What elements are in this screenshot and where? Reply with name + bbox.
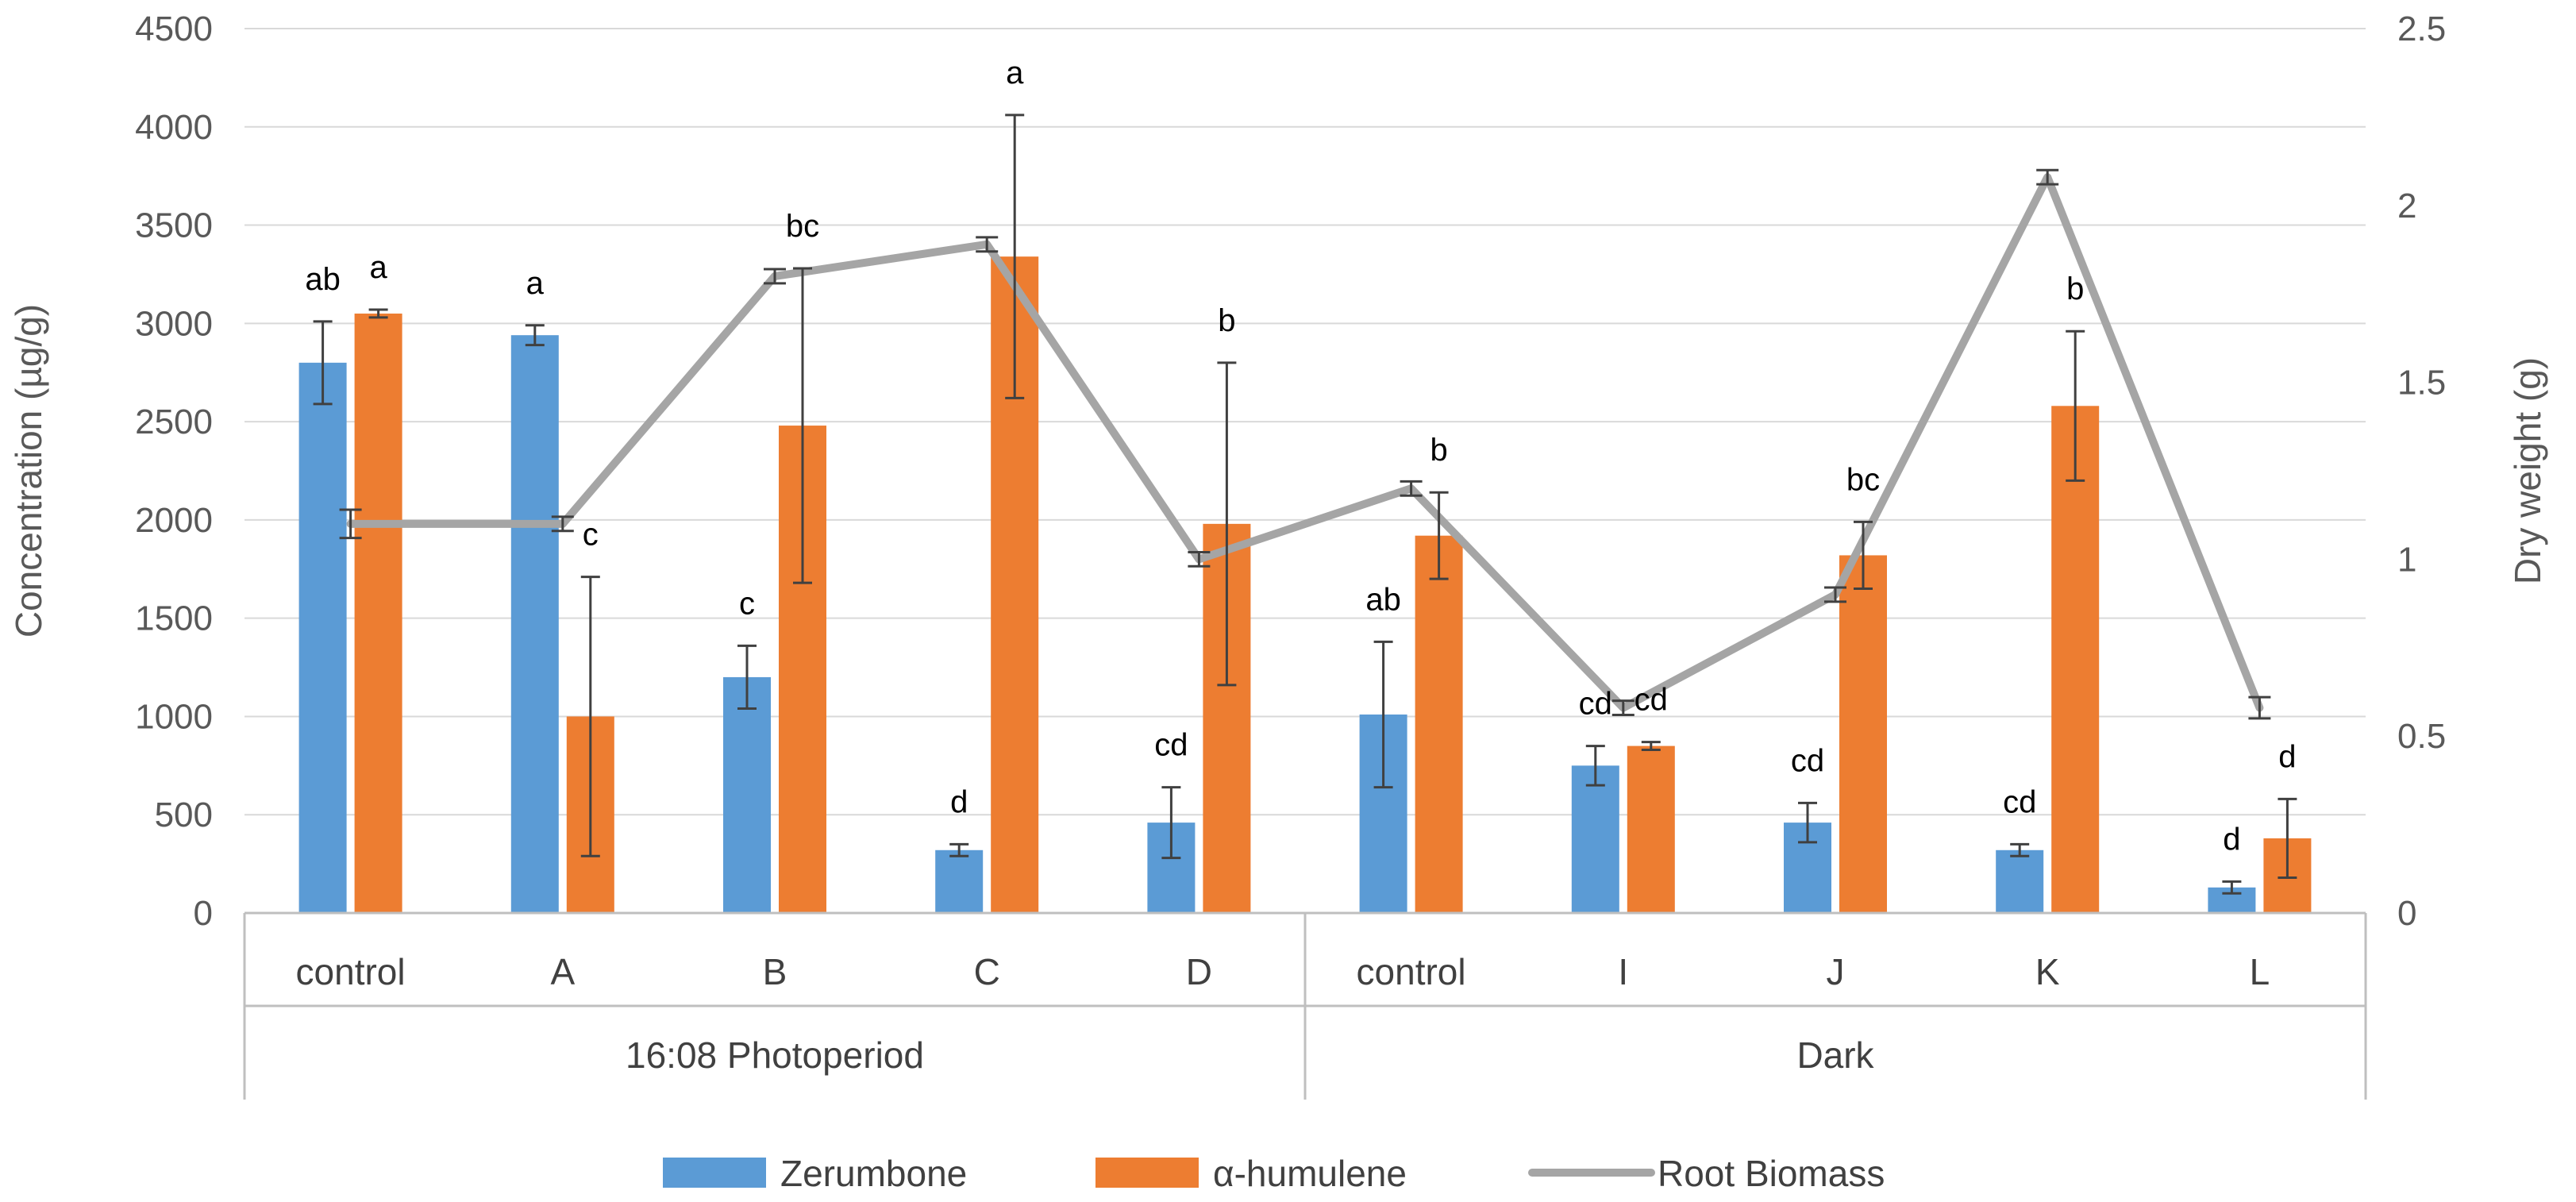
significance-label: ab [1365, 582, 1401, 617]
significance-label: d [2223, 822, 2240, 857]
legend-label: Zerumbone [780, 1153, 967, 1194]
group-label: Dark [1796, 1034, 1874, 1076]
bar-humulene [1839, 555, 1887, 913]
significance-label: cd [1791, 743, 1824, 778]
significance-label: b [2066, 272, 2084, 306]
y2-tick-label: 0.5 [2397, 717, 2446, 756]
y-tick-label: 3500 [135, 206, 213, 245]
significance-label: c [583, 518, 599, 553]
y-tick-label: 4000 [135, 108, 213, 147]
line-series [346, 173, 2264, 712]
bar-zerumbone [510, 335, 559, 914]
significance-label: d [2278, 739, 2296, 774]
bar-humulene [354, 313, 402, 913]
x-tick-label: I [1618, 951, 1628, 992]
bar-zerumbone [298, 362, 347, 913]
x-tick-label: J [1827, 951, 1845, 992]
group-label: 16:08 Photoperiod [626, 1034, 924, 1076]
x-tick-label: L [2250, 951, 2270, 992]
bar-zerumbone [1571, 765, 1619, 913]
bar-humulene [1627, 745, 1675, 913]
y-tick-label: 0 [194, 894, 213, 933]
y2-tick-label: 1 [2397, 540, 2416, 579]
bar-humulene [1415, 535, 1463, 913]
significance-label: c [739, 586, 755, 621]
significance-label: cd [1579, 687, 1612, 722]
y-axis-title: Concentration (µg/g) [8, 304, 49, 638]
root-biomass-line [346, 173, 2264, 712]
significance-label: a [369, 250, 387, 285]
significance-label: cd [1154, 728, 1188, 763]
y-tick-label: 2000 [135, 501, 213, 540]
legend-swatch [1095, 1158, 1199, 1188]
legend: Zerumbone α-humulene Root Biomass [663, 1153, 1885, 1194]
significance-label: b [1430, 433, 1447, 468]
legend-swatch [663, 1158, 766, 1188]
significance-label: cd [1635, 683, 1668, 718]
legend-label: α-humulene [1213, 1153, 1407, 1194]
y-tick-label: 2500 [135, 403, 213, 441]
bar-series [298, 256, 2312, 914]
x-tick-label: control [296, 951, 406, 992]
y-tick-label: 4500 [135, 10, 213, 48]
significance-label: bc [1846, 462, 1880, 497]
x-tick-label: C [974, 951, 1000, 992]
y2-tick-label: 2 [2397, 187, 2416, 225]
x-tick-label: B [763, 951, 787, 992]
y-tick-label: 500 [155, 796, 213, 834]
bar-humulene [2051, 406, 2100, 914]
x-tick-label: D [1186, 951, 1212, 992]
bar-zerumbone [1996, 849, 2044, 913]
legend-label: Root Biomass [1658, 1153, 1885, 1194]
bar-zerumbone [723, 676, 771, 913]
y2-tick-label: 1.5 [2397, 364, 2446, 403]
significance-label: a [1006, 56, 1024, 91]
significance-label: b [1218, 303, 1235, 338]
significance-label: d [950, 784, 968, 819]
bar-zerumbone [935, 849, 984, 913]
y-tick-label: 3000 [135, 304, 213, 343]
significance-label: cd [2003, 784, 2036, 819]
significance-label: bc [786, 209, 819, 244]
y-tick-label: 1000 [135, 697, 213, 736]
y2-tick-label: 0 [2397, 894, 2416, 933]
x-tick-label: K [2035, 951, 2060, 992]
gridlines [245, 28, 2366, 816]
y2-axis-title: Dry weight (g) [2507, 357, 2548, 584]
error-bars [313, 114, 2297, 895]
axes: 0 500 1000 1500 2000 2500 3000 3500 4000 4500 0 0.5… [8, 10, 2548, 1100]
significance-label: ab [305, 262, 341, 297]
significance-label: a [526, 266, 545, 301]
y2-tick-label: 2.5 [2397, 10, 2446, 48]
x-tick-label: A [550, 951, 575, 992]
x-tick-label: control [1357, 951, 1466, 992]
y-tick-label: 1500 [135, 599, 213, 638]
